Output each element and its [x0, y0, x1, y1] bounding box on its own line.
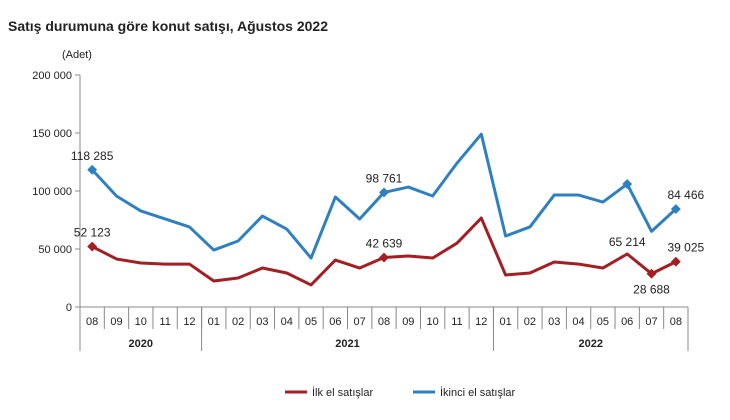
- x-tick-label: 12: [475, 316, 487, 328]
- x-tick-label: 05: [305, 316, 317, 328]
- data-label: 42 639: [366, 237, 403, 251]
- x-tick-label: 02: [232, 316, 244, 328]
- x-tick-label: 10: [427, 316, 439, 328]
- year-label: 2022: [578, 338, 602, 350]
- x-tick-label: 11: [451, 316, 462, 328]
- x-tick-label: 08: [670, 316, 682, 328]
- data-marker: [379, 252, 389, 263]
- x-tick-label: 01: [499, 316, 511, 328]
- data-label: 98 761: [366, 171, 403, 185]
- year-label: 2021: [335, 338, 359, 350]
- x-tick-label: 04: [572, 316, 584, 328]
- x-tick-label: 03: [256, 316, 268, 328]
- x-tick-label: 08: [378, 316, 390, 328]
- legend-label: İkinci el satışlar: [440, 386, 516, 399]
- data-label: 118 285: [71, 149, 114, 163]
- x-tick-label: 06: [329, 316, 341, 328]
- x-tick-label: 07: [354, 316, 366, 328]
- y-tick-label: 200 000: [32, 70, 72, 82]
- series-line-0: [91, 216, 677, 287]
- data-label: 39 025: [667, 241, 704, 255]
- y-tick-label: 100 000: [32, 186, 72, 198]
- x-tick-label: 04: [281, 316, 293, 328]
- x-tick-label: 01: [208, 316, 220, 328]
- x-tick-label: 09: [110, 316, 122, 328]
- x-tick-label: 09: [402, 316, 414, 328]
- data-marker: [646, 268, 657, 279]
- x-tick-label: 12: [183, 316, 195, 328]
- data-marker: [622, 179, 633, 189]
- data-marker: [670, 204, 681, 214]
- x-tick-label: 10: [135, 316, 147, 328]
- data-label: 52 123: [74, 226, 111, 240]
- data-marker: [379, 187, 389, 198]
- x-tick-label: 06: [621, 316, 633, 328]
- year-label: 2020: [129, 338, 153, 350]
- x-tick-label: 05: [597, 316, 609, 328]
- data-label: 28 688: [633, 283, 670, 297]
- y-axis-label: (Adet): [62, 49, 92, 61]
- data-marker: [670, 256, 681, 267]
- y-tick-label: 50 000: [38, 244, 72, 256]
- data-marker: [87, 164, 98, 175]
- chart-title: Satış durumuna göre konut satışı, Ağusto…: [8, 18, 328, 34]
- data-marker: [87, 241, 98, 252]
- data-label: 84 466: [667, 188, 704, 202]
- x-tick-label: 11: [159, 316, 170, 328]
- y-tick-label: 0: [66, 302, 72, 314]
- x-tick-label: 08: [86, 316, 98, 328]
- x-tick-label: 02: [524, 316, 536, 328]
- y-tick-label: 150 000: [32, 128, 72, 140]
- x-tick-label: 03: [548, 316, 560, 328]
- legend-label: İlk el satışlar: [312, 386, 373, 399]
- x-tick-label: 07: [645, 316, 657, 328]
- data-label: 65 214: [609, 235, 646, 249]
